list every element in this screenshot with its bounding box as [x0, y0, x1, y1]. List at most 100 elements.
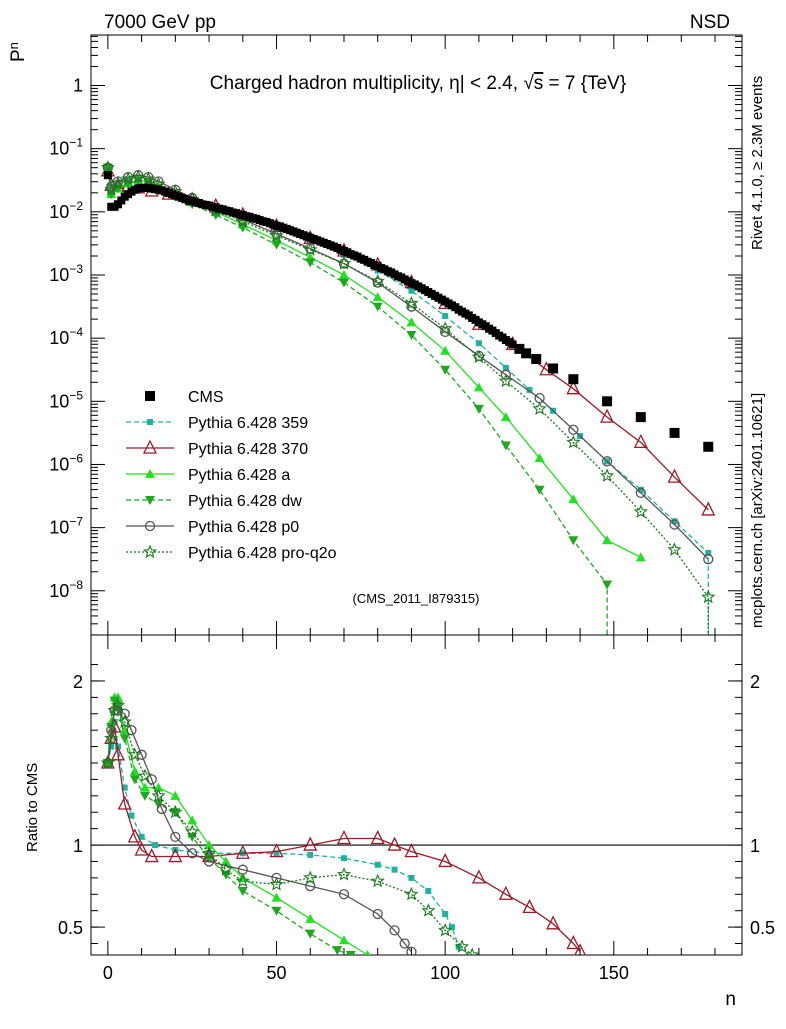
p359-marker	[108, 743, 115, 750]
a-marker	[220, 856, 231, 866]
a-marker	[170, 790, 181, 800]
dw-marker	[305, 258, 316, 268]
dw-marker	[271, 906, 282, 916]
pq2o-marker	[336, 256, 352, 270]
title-energy: = 7 {TeV}	[543, 73, 626, 94]
p359-marker	[526, 386, 533, 393]
legend-entry-dw: Pythia 6.428 dw	[126, 493, 302, 510]
a-marker	[338, 270, 349, 279]
y-tick-label: 10−5	[49, 388, 83, 411]
dw-marker	[372, 302, 383, 312]
p370-marker	[104, 729, 119, 745]
pq2o-marker	[303, 870, 318, 884]
p359-marker	[152, 842, 159, 849]
p359-marker	[340, 855, 347, 862]
pq2o-marker	[438, 922, 453, 937]
legend-label: Pythia 6.428 dw	[188, 493, 302, 510]
a-marker	[129, 766, 140, 776]
p370-marker	[522, 898, 537, 914]
a-marker	[153, 782, 164, 792]
p370-marker	[110, 746, 126, 761]
ratio-y-tick-label: 2	[73, 672, 83, 692]
dw-marker	[345, 951, 356, 955]
p359-marker	[442, 910, 449, 917]
y-tick-exponent: −4	[69, 325, 83, 339]
x-axis-label: n	[725, 989, 736, 1010]
a-marker	[204, 840, 215, 850]
legend-label: Pythia 6.428 a	[188, 467, 290, 484]
pq2o-marker	[404, 886, 419, 901]
legend-label: Pythia 6.428 pro-q2o	[188, 545, 337, 562]
p0-marker	[146, 774, 157, 785]
p370-marker	[117, 795, 132, 810]
p0-marker	[703, 554, 714, 565]
main-ylabel-sub: n	[6, 42, 21, 49]
y-tick-base: 10	[49, 454, 69, 474]
p370-marker	[336, 830, 352, 845]
p359-marker	[307, 851, 314, 858]
y-tick-label: 10−8	[49, 578, 83, 601]
p359-marker	[408, 874, 415, 881]
cms-data-point	[521, 348, 532, 359]
dw-marker	[305, 929, 316, 939]
a-marker	[187, 815, 198, 825]
ratio-ylabel: Ratio to CMS	[24, 763, 41, 852]
pq2o-marker	[471, 349, 486, 364]
p359-marker	[705, 549, 712, 556]
p0-marker	[440, 326, 451, 337]
cms-data-point	[145, 391, 155, 401]
y-tick-exponent: −7	[69, 515, 83, 529]
y-tick-exponent: −6	[69, 451, 83, 465]
p0-marker	[156, 803, 167, 815]
p370-marker	[127, 828, 142, 843]
p370-marker	[370, 830, 385, 845]
p370-marker	[633, 433, 648, 449]
dw-marker	[406, 331, 417, 340]
legend-entry-p0: Pythia 6.428 p0	[126, 519, 299, 536]
y-tick-exponent: −1	[69, 136, 83, 150]
dw-marker	[534, 485, 545, 495]
a-marker	[372, 292, 383, 302]
cms-data-point	[103, 171, 112, 180]
pq2o-marker	[421, 903, 436, 917]
pq2o-marker	[370, 273, 385, 288]
mcplots-label: mcplots.cern.ch [arXiv:2401.10621]	[749, 393, 766, 628]
p359-marker	[138, 833, 145, 840]
y-tick-base: 10	[49, 265, 69, 285]
p359-ratio-line	[107, 721, 460, 948]
p0-marker	[136, 749, 147, 760]
pq2o-marker	[202, 845, 217, 860]
main-series-group	[100, 160, 716, 635]
pq2o-marker	[566, 434, 581, 449]
dw-marker	[500, 441, 511, 451]
rivet-version-label: Rivet 4.1.0, ≥ 2.3M events	[749, 76, 766, 250]
a-marker	[635, 552, 646, 562]
pq2o-marker	[336, 867, 352, 881]
y-tick-label: 10−6	[49, 451, 83, 474]
analysis-annotation: (CMS_2011_I879315)	[353, 591, 480, 606]
cms-data-point	[508, 340, 517, 349]
p0-marker	[271, 872, 282, 884]
title-eta-condition: | < 2.4,	[460, 73, 524, 94]
p370-marker	[574, 943, 586, 955]
ratio-y-tick-label-right: 1	[750, 836, 760, 856]
dw-marker	[129, 775, 140, 785]
a-marker	[338, 935, 349, 945]
dw-marker	[568, 536, 579, 546]
x-tick-label: 0	[103, 963, 113, 983]
p0-marker	[669, 519, 680, 530]
p370-marker	[269, 843, 284, 858]
p370-marker	[134, 841, 149, 856]
p370-marker	[438, 853, 453, 868]
ratio-series-group	[91, 692, 742, 955]
p359-marker	[442, 313, 449, 320]
p359-marker	[448, 924, 455, 931]
dw-marker	[220, 870, 231, 880]
dw-marker	[440, 365, 451, 375]
y-tick-label: 10−4	[49, 325, 83, 348]
pq2o-marker	[185, 824, 200, 838]
p0-marker	[389, 925, 400, 936]
pq2o-ratio-line	[107, 704, 473, 955]
dw-marker	[204, 854, 215, 864]
